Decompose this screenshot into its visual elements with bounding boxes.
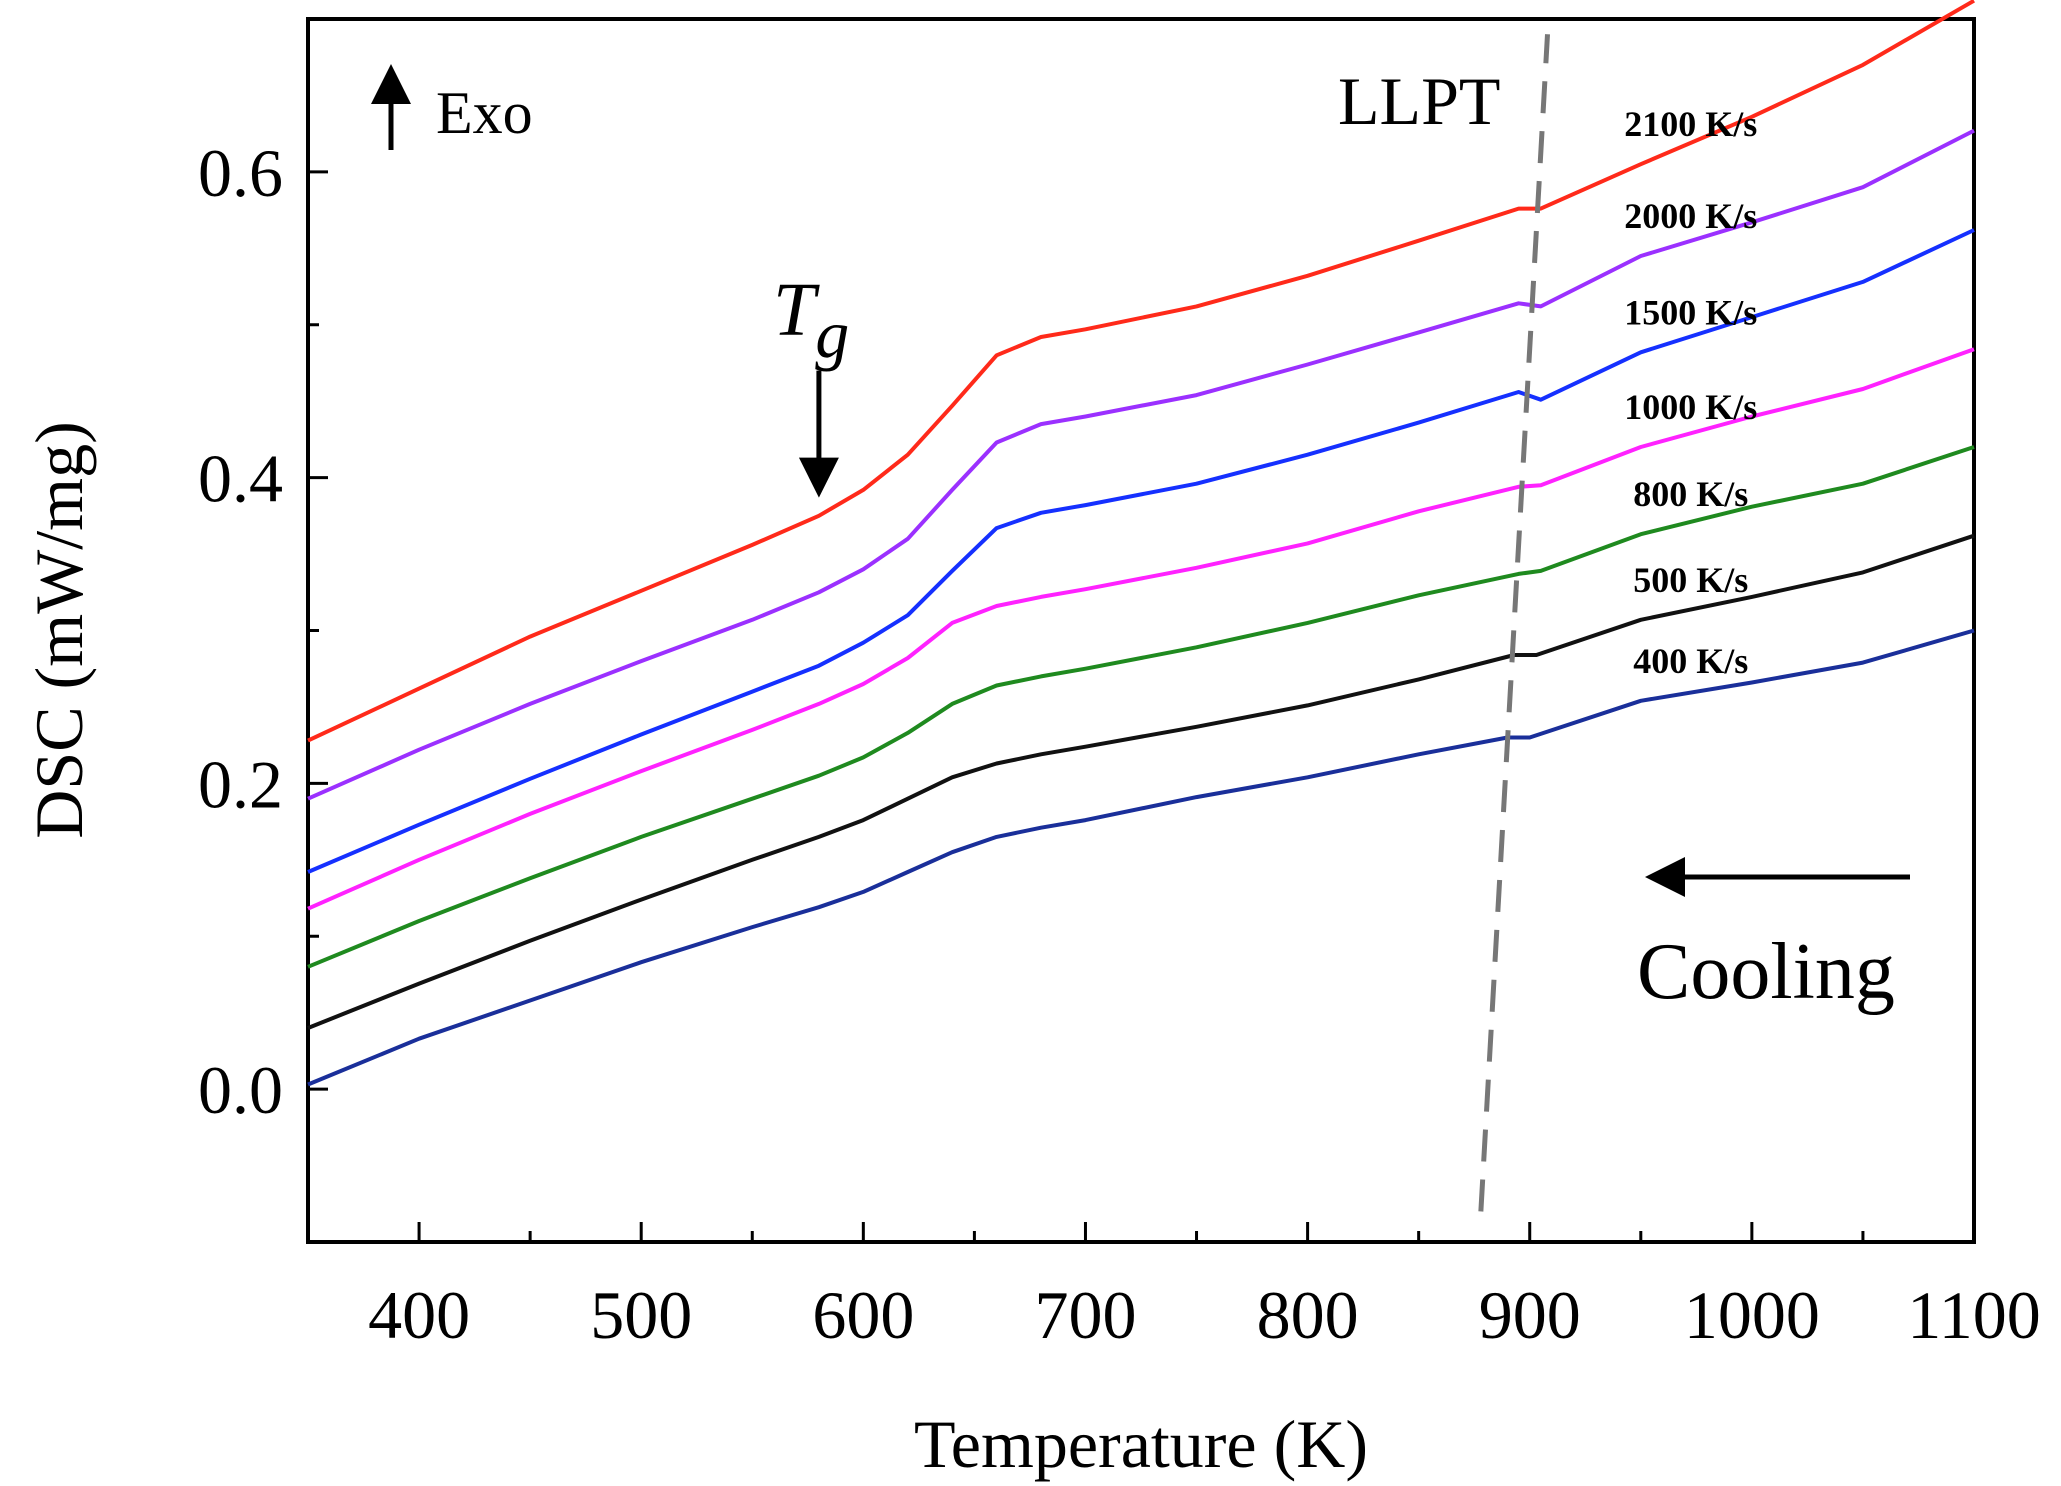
- series-label: 1500 K/s: [1624, 292, 1757, 332]
- series-line: [307, 347, 1975, 911]
- series-label: 2100 K/s: [1624, 104, 1757, 144]
- x-tick-label: 1100: [1907, 1277, 2040, 1353]
- y-tick-label: 0.2: [198, 746, 283, 822]
- series-label: 500 K/s: [1633, 560, 1748, 600]
- series-line: [307, 628, 1975, 1087]
- series-label: 2000 K/s: [1624, 196, 1757, 236]
- series-label: 1000 K/s: [1624, 387, 1757, 427]
- axis-tick-labels: 400 500 600 700 800 900 1000 1100 0.0 0.2 0.4 0.6: [198, 135, 2041, 1353]
- x-tick-label: 600: [812, 1277, 914, 1353]
- x-tick-label: 500: [590, 1277, 692, 1353]
- series-labels: 2100 K/s 2000 K/s 1500 K/s 1000 K/s 800 K/s 5…: [1624, 104, 1757, 681]
- series-line: [307, 228, 1975, 874]
- y-axis-title: DSC (mW/mg): [21, 421, 97, 838]
- y-tick-label: 0.4: [198, 441, 283, 517]
- x-tick-label: 1000: [1684, 1277, 1820, 1353]
- series-lines: [307, 0, 1976, 1087]
- series-line: [307, 445, 1975, 969]
- x-tick-label: 400: [368, 1277, 470, 1353]
- tg-label: Tg: [773, 268, 849, 372]
- series-label: 400 K/s: [1633, 641, 1748, 681]
- axis-ticks: [306, 17, 1976, 1244]
- cooling-label: Cooling: [1637, 928, 1895, 1016]
- x-axis-title: Temperature (K): [914, 1406, 1368, 1482]
- series-line: [307, 0, 1976, 743]
- tg-main: T: [773, 268, 820, 352]
- x-tick-label: 800: [1257, 1277, 1359, 1353]
- series-label: 800 K/s: [1633, 474, 1748, 514]
- exo-label: Exo: [436, 80, 533, 146]
- series-line: [307, 533, 1975, 1030]
- tg-subscript: g: [815, 296, 849, 372]
- x-tick-label: 700: [1034, 1277, 1136, 1353]
- series-line: [307, 128, 1975, 801]
- llpt-label: LLPT: [1338, 63, 1500, 139]
- x-tick-label: 900: [1479, 1277, 1581, 1353]
- y-tick-label: 0.6: [198, 135, 283, 211]
- y-tick-label: 0.0: [198, 1052, 283, 1128]
